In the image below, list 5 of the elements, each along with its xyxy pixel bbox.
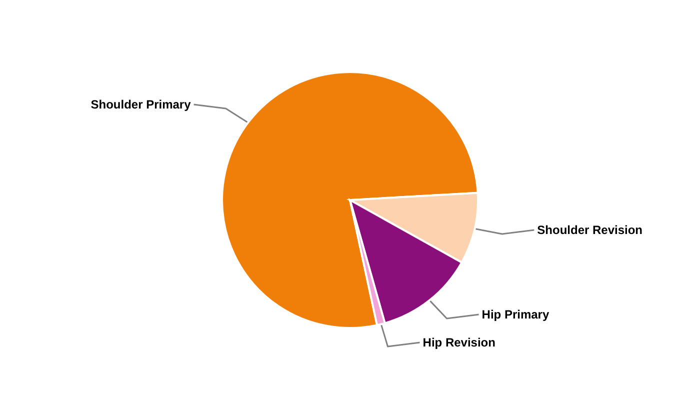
slice-label: Shoulder Primary <box>90 97 192 112</box>
pie-slice <box>221 71 479 329</box>
slice-label: Hip Revision <box>422 336 496 350</box>
slice-label: Shoulder Revision <box>537 222 643 237</box>
slice-label: Hip Primary <box>482 308 550 322</box>
